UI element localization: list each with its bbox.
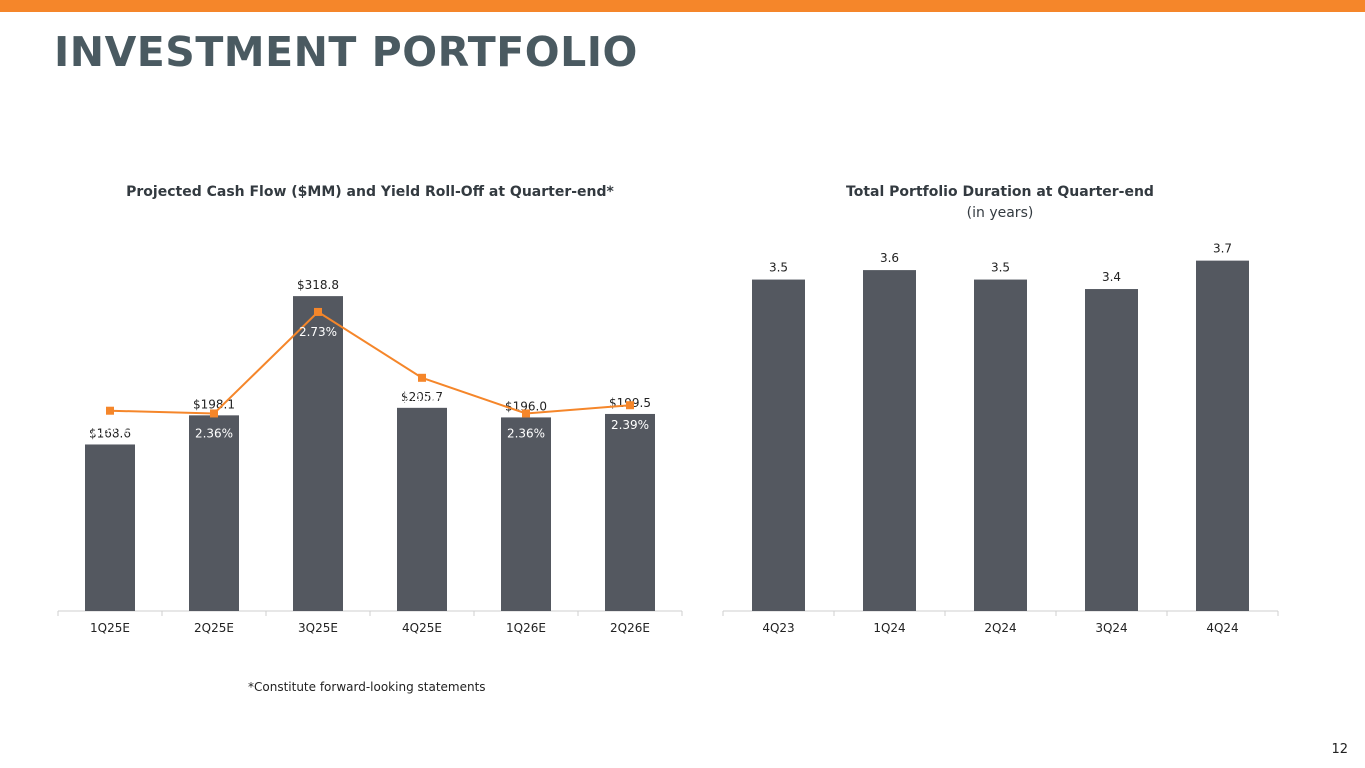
cash-flow-bar-label: $198.1 [193,397,235,411]
duration-category-label: 4Q23 [762,621,794,635]
yield-label: 2.36% [195,426,233,440]
yield-roll-off-line [109,310,631,415]
yield-marker [314,307,322,316]
footnote: *Constitute forward-looking statements [248,680,486,694]
top-accent-bar [0,0,1365,12]
yield-marker [418,373,426,382]
cash-flow-category-label: 1Q26E [506,621,546,635]
cash-flow-bar [501,417,551,611]
duration-bar [752,279,805,611]
cash-flow-category-label: 4Q25E [402,621,442,635]
cash-flow-bar-label: $168.6 [89,426,131,440]
yield-label: 2.37% [91,424,129,438]
yield-label: 2.36% [507,426,545,440]
cash-flow-bar [605,413,655,611]
duration-bar [1085,289,1138,611]
cash-flow-category-label: 2Q26E [610,621,650,635]
duration-chart-title: Total Portfolio Duration at Quarter-end [846,184,1154,200]
duration-bar [863,270,916,611]
duration-bar [1196,260,1249,611]
duration-bar-label: 3.6 [880,251,899,265]
cash-flow-category-label: 2Q25E [194,621,234,635]
duration-bar-label: 3.5 [769,261,788,275]
duration-bar-label: 3.7 [1213,242,1232,256]
yield-marker [106,406,114,415]
duration-category-label: 3Q24 [1095,621,1127,635]
duration-chart-subtitle: (in years) [966,205,1034,221]
yield-marker [626,401,634,410]
cash-flow-bar-label: $205.7 [401,390,443,404]
cash-flow-bar [189,415,239,611]
cash-flow-category-label: 1Q25E [90,621,130,635]
cash-flow-bar-label: $318.8 [297,278,339,292]
cash-flow-bar [85,444,135,611]
page-title: INVESTMENT PORTFOLIO [54,28,638,76]
yield-marker [522,409,530,418]
duration-category-label: 1Q24 [873,621,905,635]
duration-bar-label: 3.4 [1102,270,1121,284]
page-number: 12 [1331,742,1348,757]
cash-flow-category-label: 3Q25E [298,621,338,635]
cash-flow-chart-title: Projected Cash Flow ($MM) and Yield Roll… [126,184,614,200]
duration-bar-label: 3.5 [991,261,1010,275]
yield-label: 2.73% [299,325,337,339]
duration-category-label: 4Q24 [1206,621,1238,635]
yield-marker [210,409,218,418]
cash-flow-bar [397,407,447,611]
cash-flow-bar [293,296,343,611]
yield-label: 2.49% [403,391,441,405]
duration-bar [974,279,1027,611]
yield-label: 2.39% [611,418,649,432]
duration-category-label: 2Q24 [984,621,1016,635]
